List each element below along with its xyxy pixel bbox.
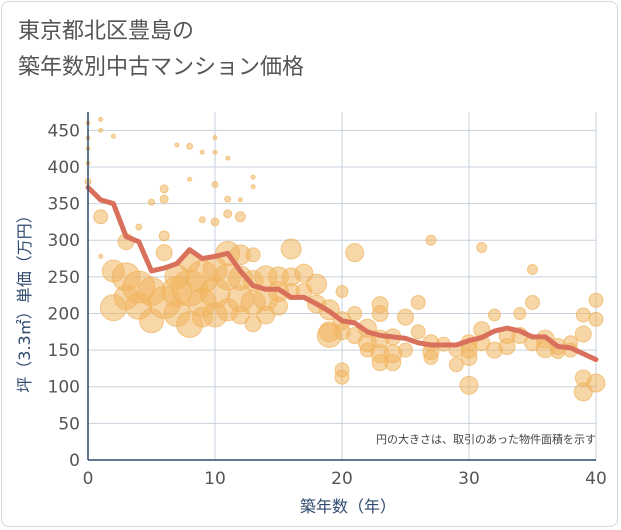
bubble — [174, 142, 180, 148]
bubble — [525, 294, 540, 310]
chart-title-line-2: 築年数別中古マンション価格 — [18, 55, 305, 80]
bubble — [410, 294, 426, 310]
bubble — [588, 292, 604, 308]
x-tick-label: 40 — [585, 469, 607, 489]
bubble — [425, 234, 437, 246]
bubble — [334, 369, 350, 385]
bubble — [98, 116, 104, 122]
bubble — [410, 324, 426, 340]
bubble — [371, 304, 389, 322]
bubble — [148, 198, 155, 206]
y-tick-label: 100 — [48, 378, 80, 398]
bubbles — [84, 116, 606, 402]
bubble — [345, 243, 365, 263]
y-tick-label: 50 — [58, 414, 80, 434]
y-tick-label: 250 — [48, 268, 80, 288]
bubble — [575, 307, 591, 323]
x-tick-label: 30 — [458, 469, 480, 489]
chart-title: 東京都北区豊島の 築年数別中古マンション価格 — [18, 14, 304, 86]
bubble — [476, 242, 488, 254]
bubble — [513, 306, 527, 320]
bubble — [527, 264, 538, 276]
y-tick-label: 400 — [48, 158, 80, 178]
bubble — [398, 342, 413, 358]
bubble — [397, 308, 414, 326]
bubble — [498, 337, 516, 355]
bubble — [211, 181, 219, 189]
bubble — [110, 133, 116, 139]
bubble — [186, 142, 194, 150]
bubble — [199, 149, 205, 155]
y-tick-label: 150 — [48, 341, 80, 361]
y-tick-label: 450 — [48, 121, 80, 141]
bubble — [588, 311, 604, 327]
x-tick-label: 20 — [331, 469, 353, 489]
bubble — [223, 209, 233, 219]
bubble — [459, 375, 479, 395]
bubble — [212, 149, 218, 155]
x-axis-title: 築年数（年） — [300, 497, 396, 516]
bubble — [306, 273, 328, 295]
bubble — [574, 325, 592, 343]
bubble — [448, 357, 464, 373]
bubble — [244, 315, 262, 333]
axes — [87, 112, 596, 461]
bubble — [198, 216, 206, 224]
bubble — [347, 305, 363, 321]
bubble — [423, 349, 439, 365]
bubble — [159, 194, 169, 204]
bubble — [98, 253, 104, 259]
bubble — [237, 197, 243, 203]
bubble — [212, 135, 218, 141]
bubble — [98, 127, 104, 133]
bubble — [187, 176, 193, 182]
chart-title-line-1: 東京都北区豊島の — [18, 19, 195, 44]
y-axis-title: 坪（3.3㎡）単価（万円） — [15, 207, 34, 392]
bubble — [245, 247, 261, 263]
y-tick-label: 350 — [48, 195, 80, 215]
bubble — [384, 354, 402, 372]
bubble — [487, 308, 501, 322]
bubble — [224, 195, 232, 203]
tick-labels: 0 50 100 150 200 250 300 350 400 450 0 10 20 30 40 — [48, 121, 607, 489]
size-annotation: 円の大きさは、取引のあった物件面積を示す — [376, 432, 596, 446]
average-price-line — [85, 184, 599, 363]
bubble — [335, 284, 349, 298]
y-tick-label: 300 — [48, 231, 80, 251]
x-tick-label: 10 — [204, 469, 226, 489]
bubble — [93, 209, 109, 225]
y-tick-label: 200 — [48, 304, 80, 324]
bubble — [158, 230, 170, 242]
y-tick-label: 0 — [69, 451, 80, 471]
x-tick-label: 0 — [83, 469, 94, 489]
bubble — [225, 155, 231, 161]
bubble — [234, 211, 246, 223]
bubble — [159, 184, 169, 194]
bubble — [586, 373, 606, 393]
bubble — [135, 223, 143, 231]
bubble — [460, 348, 478, 366]
bubble — [280, 238, 302, 260]
bubble — [250, 174, 256, 180]
bubble — [210, 217, 220, 227]
bubble — [250, 184, 256, 190]
average-line-group — [85, 184, 599, 363]
bubble — [269, 296, 288, 316]
bubble — [155, 244, 173, 262]
